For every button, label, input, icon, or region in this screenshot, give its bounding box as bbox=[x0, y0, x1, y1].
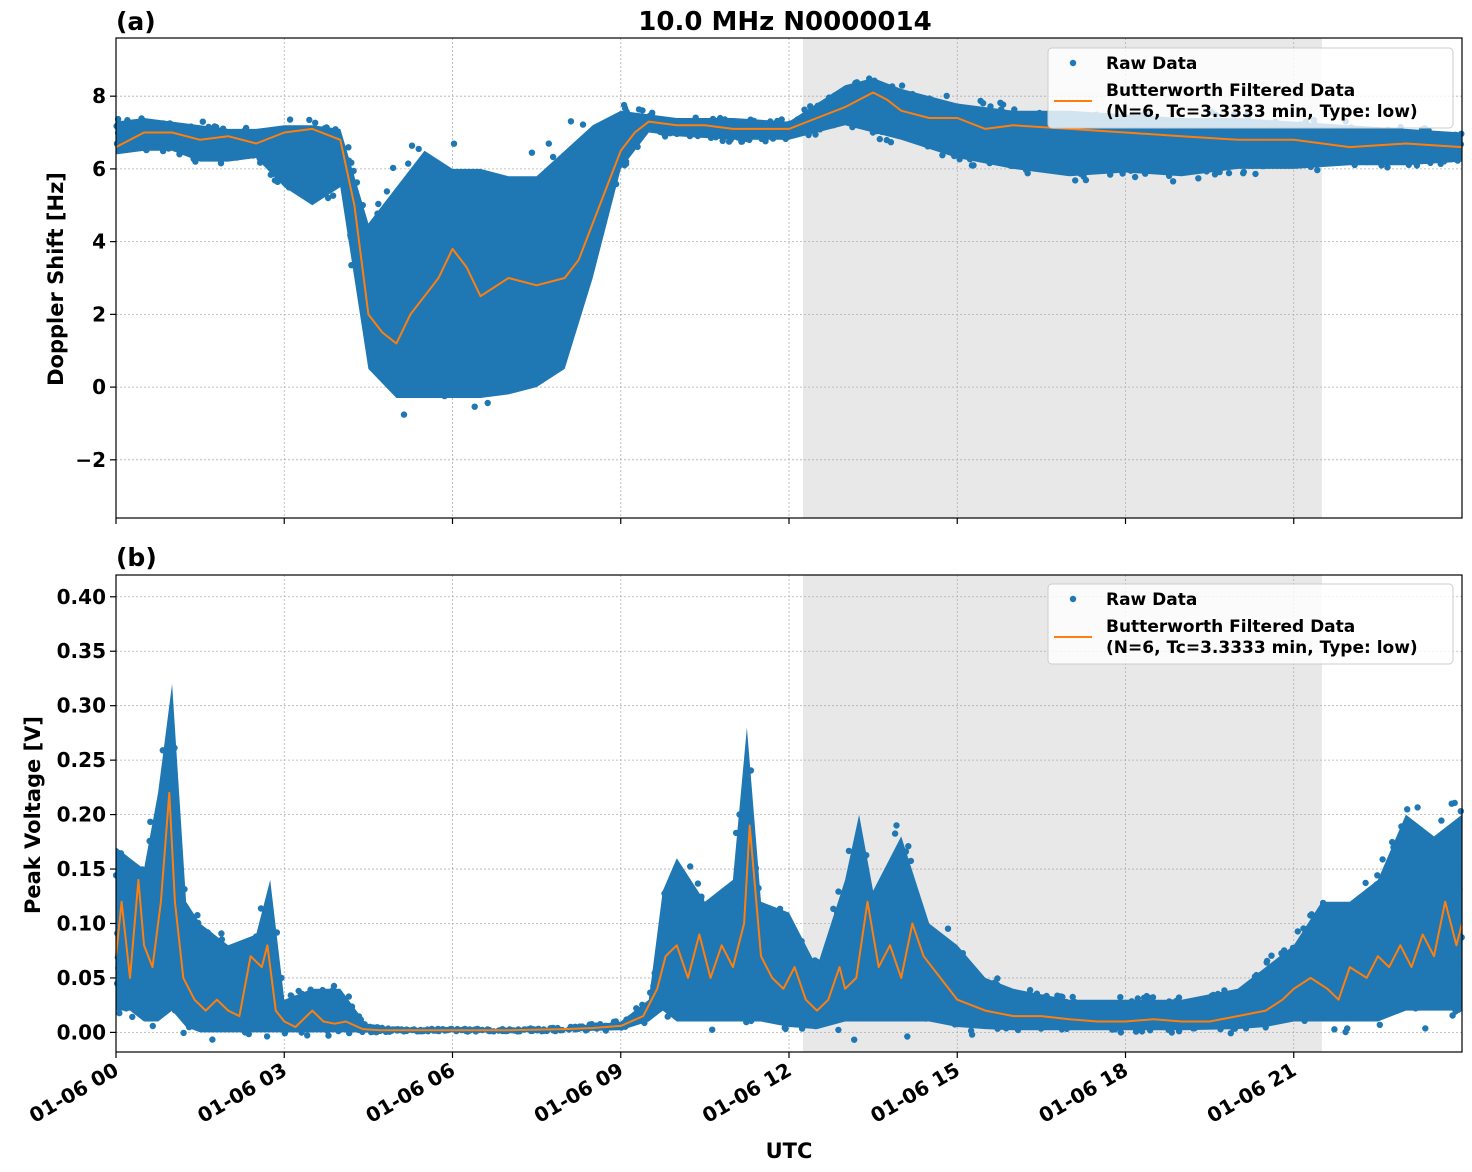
y-tick-label: 0.00 bbox=[57, 1020, 106, 1044]
legend-filtered-label-a: Butterworth Filtered Data bbox=[1106, 81, 1355, 101]
raw-data-band bbox=[116, 683, 1462, 1033]
filtered-line-a bbox=[115, 91, 1463, 345]
y-tick-label: 2 bbox=[92, 302, 106, 326]
legend-b: Raw Data Butterworth Filtered Data (N=6,… bbox=[1047, 583, 1454, 665]
panel-a: (a) −2 0 2 4 6 8 Doppler Shift [Hz] Raw Data … bbox=[44, 7, 1465, 524]
y-tick-label: 0.05 bbox=[57, 966, 106, 990]
figure-title: 10.0 MHz N0000014 bbox=[638, 7, 931, 37]
legend-filtered-label-b: Butterworth Filtered Data bbox=[1106, 617, 1355, 637]
filtered-data-line bbox=[115, 91, 1463, 345]
legend-box-a bbox=[1047, 47, 1454, 129]
legend-filter-params-a: (N=6, Tc=3.3333 min, Type: low) bbox=[1106, 102, 1418, 122]
y-tick-label: 0.10 bbox=[57, 911, 106, 935]
panel-label-b: (b) bbox=[116, 543, 157, 572]
y-ticks-a: −2 0 2 4 6 8 bbox=[75, 84, 116, 472]
filtered-data-line bbox=[115, 791, 1463, 1032]
filtered-line-b bbox=[115, 791, 1463, 1032]
y-tick-label: 0.40 bbox=[57, 585, 106, 609]
y-tick-label: 0 bbox=[92, 375, 106, 399]
y-tick-label: −2 bbox=[75, 448, 106, 472]
y-tick-label: 6 bbox=[92, 157, 106, 181]
y-tick-label: 0.30 bbox=[57, 694, 106, 718]
legend-a: Raw Data Butterworth Filtered Data (N=6,… bbox=[1047, 47, 1454, 129]
x-tick-label: 01-06 09 bbox=[530, 1058, 628, 1128]
x-tick-label: 01-06 12 bbox=[698, 1058, 796, 1128]
legend-raw-label-b: Raw Data bbox=[1106, 590, 1197, 610]
legend-filter-params-b: (N=6, Tc=3.3333 min, Type: low) bbox=[1106, 638, 1418, 658]
x-tick-labels: 01-06 00 01-06 03 01-06 06 01-06 09 01-06 12… bbox=[25, 1058, 1300, 1128]
y-tick-label: 8 bbox=[92, 84, 106, 108]
x-tick-label: 01-06 03 bbox=[193, 1058, 291, 1128]
x-tickmarks-b bbox=[115, 1052, 1295, 1058]
x-tickmarks-a bbox=[115, 518, 1295, 524]
y-tick-label: 0.20 bbox=[57, 803, 106, 827]
y-tick-label: 4 bbox=[92, 230, 106, 254]
panel-b: (b) 0.00 0.05 0.10 0.15 0.20 0.25 0.30 0.35 0.40… bbox=[21, 543, 1465, 1058]
x-tick-label: 01-06 00 bbox=[25, 1058, 123, 1128]
raw-data-b bbox=[112, 683, 1465, 1043]
y-axis-label-b: Peak Voltage [V] bbox=[21, 716, 45, 914]
x-tick-label: 01-06 15 bbox=[866, 1058, 964, 1128]
x-tick-label: 01-06 06 bbox=[361, 1058, 459, 1128]
y-ticks-b: 0.00 0.05 0.10 0.15 0.20 0.25 0.30 0.35 0.40 bbox=[57, 585, 116, 1044]
raw-data-a bbox=[113, 75, 1465, 418]
y-tick-label: 0.25 bbox=[57, 748, 106, 772]
legend-marker-raw-b bbox=[1069, 595, 1077, 603]
y-axis-label-a: Doppler Shift [Hz] bbox=[44, 172, 68, 386]
x-tick-label: 01-06 21 bbox=[1203, 1058, 1301, 1128]
legend-raw-label-a: Raw Data bbox=[1106, 54, 1197, 74]
y-tick-label: 0.15 bbox=[57, 857, 106, 881]
x-tick-label: 01-06 18 bbox=[1034, 1058, 1132, 1128]
raw-data-band bbox=[116, 78, 1462, 398]
legend-box-b bbox=[1047, 583, 1454, 665]
y-tick-label: 0.35 bbox=[57, 639, 106, 663]
x-axis-label: UTC bbox=[766, 1139, 813, 1163]
panel-label-a: (a) bbox=[116, 7, 156, 36]
legend-marker-raw-a bbox=[1069, 59, 1077, 67]
